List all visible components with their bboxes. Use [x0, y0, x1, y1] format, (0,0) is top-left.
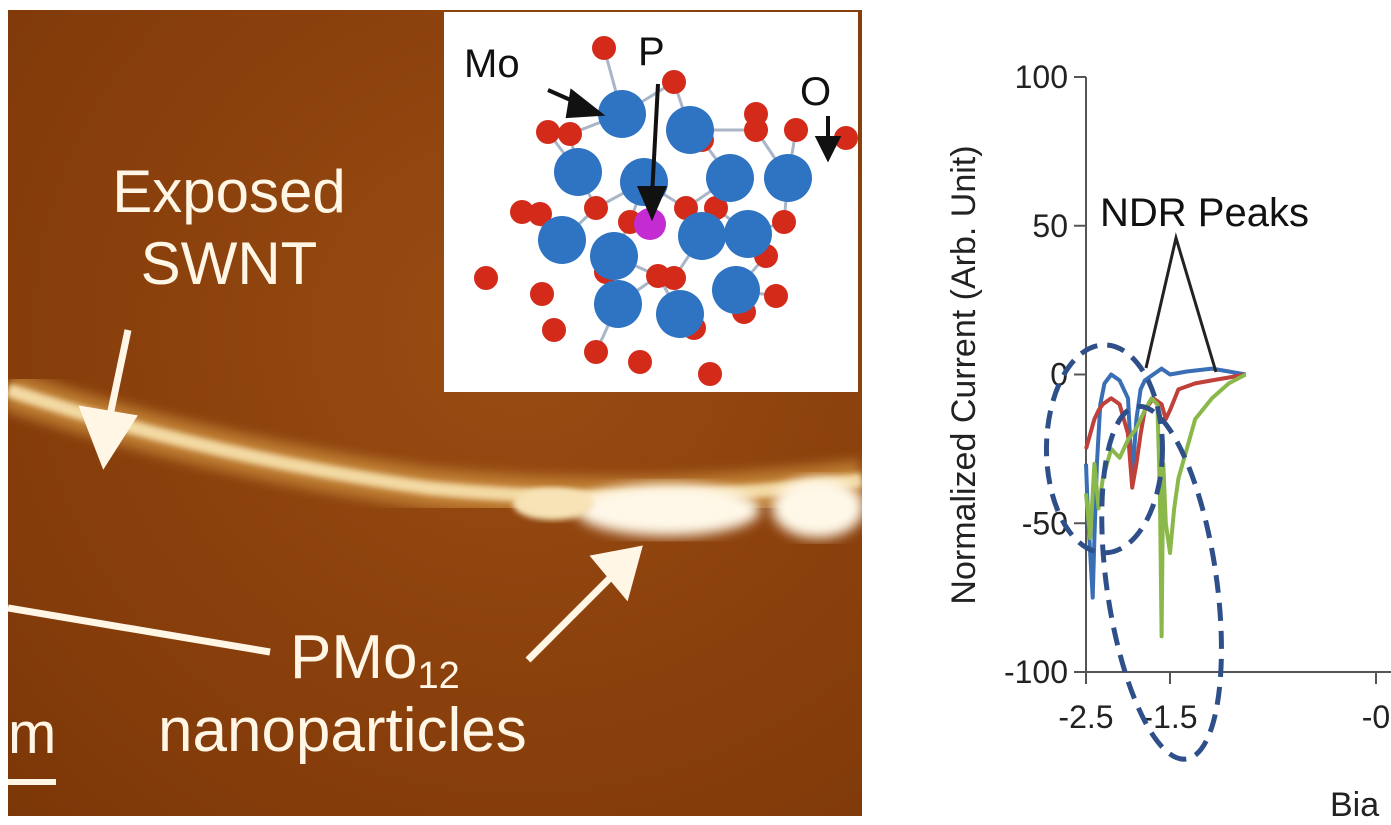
molybdenum-atom: [712, 266, 760, 314]
oxygen-atom: [530, 282, 554, 306]
scale-bar-label: m: [8, 701, 57, 766]
series-line-3: [1084, 372, 1247, 639]
oxygen-atom: [542, 318, 566, 342]
molybdenum-atom: [538, 216, 586, 264]
series-line-2: [1084, 372, 1246, 490]
oxygen-atom: [536, 120, 560, 144]
afm-image-panel: Exposed SWNT PMo12 nanoparticles m Mo P …: [8, 10, 862, 816]
nanoparticle-cluster: [513, 488, 593, 520]
molybdenum-atom: [598, 90, 646, 138]
y-tick-label: -50: [1022, 505, 1068, 541]
pmo-label-subscript: 12: [417, 655, 460, 697]
y-tick-label: -100: [1004, 654, 1068, 690]
molybdenum-atom: [764, 154, 812, 202]
molybdenum-atom: [594, 280, 642, 328]
molybdenum-atom: [666, 106, 714, 154]
x-tick-label: -1.5: [1142, 699, 1197, 735]
molybdenum-atom: [656, 290, 704, 338]
x-tick-label: -0: [1362, 699, 1390, 735]
oxygen-atom: [584, 340, 608, 364]
molybdenum-atom: [678, 212, 726, 260]
atom-pointer-arrows: [547, 83, 842, 222]
oxygen-atom: [592, 36, 616, 60]
oxygen-atom: [474, 266, 498, 290]
oxygen-atom: [662, 70, 686, 94]
swnt-arrow: [78, 329, 138, 470]
y-axis-title: Normalized Current (Arb. Unit): [945, 145, 983, 604]
oxygen-atom: [674, 196, 698, 220]
ndr-pointer-lines: [1144, 232, 1218, 373]
molybdenum-atom: [554, 148, 602, 196]
o-atom-label: O: [800, 70, 832, 114]
exposed-label-line2: SWNT: [140, 230, 318, 297]
mo-atom-label: Mo: [464, 42, 520, 86]
oxygen-atom: [558, 122, 582, 146]
phosphorus-atom: [634, 208, 666, 240]
molecule-inset: Mo P O: [444, 12, 858, 392]
exposed-swnt-label: Exposed SWNT: [84, 156, 374, 300]
pointer-line: [8, 604, 271, 656]
oxygen-atom: [772, 210, 796, 234]
molybdenum-atom: [724, 210, 772, 258]
oxygen-atom: [628, 350, 652, 374]
x-tick-label: -2.5: [1058, 699, 1113, 735]
ndr-chart: 100 50 0 -50 -100 -2.5 -1.5 -0 Normalized Curren…: [945, 59, 1391, 824]
nanoparticles-label: nanoparticles: [158, 696, 527, 765]
chart-series: [1084, 366, 1247, 639]
afm-topography: [8, 329, 862, 785]
nanoparticle-cluster: [772, 478, 862, 538]
oxygen-atom: [510, 200, 534, 224]
ndr-annotation: NDR Peaks: [1043, 191, 1309, 762]
nanoparticle-cluster: [576, 484, 760, 536]
particle-arrow: [525, 545, 643, 663]
molybdenum-atom: [590, 232, 638, 280]
oxygen-atom: [834, 126, 858, 150]
oxygen-atom: [528, 202, 552, 226]
y-tick-label: 0: [1050, 357, 1068, 393]
chart-axes: 100 50 0 -50 -100 -2.5 -1.5 -0 Normalized Curren…: [945, 59, 1391, 824]
oxygen-atom: [744, 118, 768, 142]
oxygen-atom: [698, 362, 722, 386]
oxygen-atom: [784, 118, 808, 142]
pmo12-label: PMo12: [290, 622, 460, 698]
pmo12-molecule-diagram: [474, 36, 858, 386]
molybdenum-atom: [706, 154, 754, 202]
y-tick-label: 50: [1032, 208, 1068, 244]
ndr-peak-ellipse-2: [1099, 403, 1224, 762]
ndr-peaks-label: NDR Peaks: [1100, 191, 1309, 235]
y-tick-label: 100: [1015, 59, 1068, 95]
oxygen-atom: [584, 196, 608, 220]
oxygen-atom: [764, 284, 788, 308]
x-axis-title: Bia: [1330, 786, 1379, 824]
exposed-label-line1: Exposed: [112, 158, 346, 225]
pmo-label-main: PMo: [290, 623, 418, 692]
p-atom-label: P: [638, 30, 665, 74]
oxygen-atom: [662, 266, 686, 290]
swnt-glow: [8, 371, 862, 518]
